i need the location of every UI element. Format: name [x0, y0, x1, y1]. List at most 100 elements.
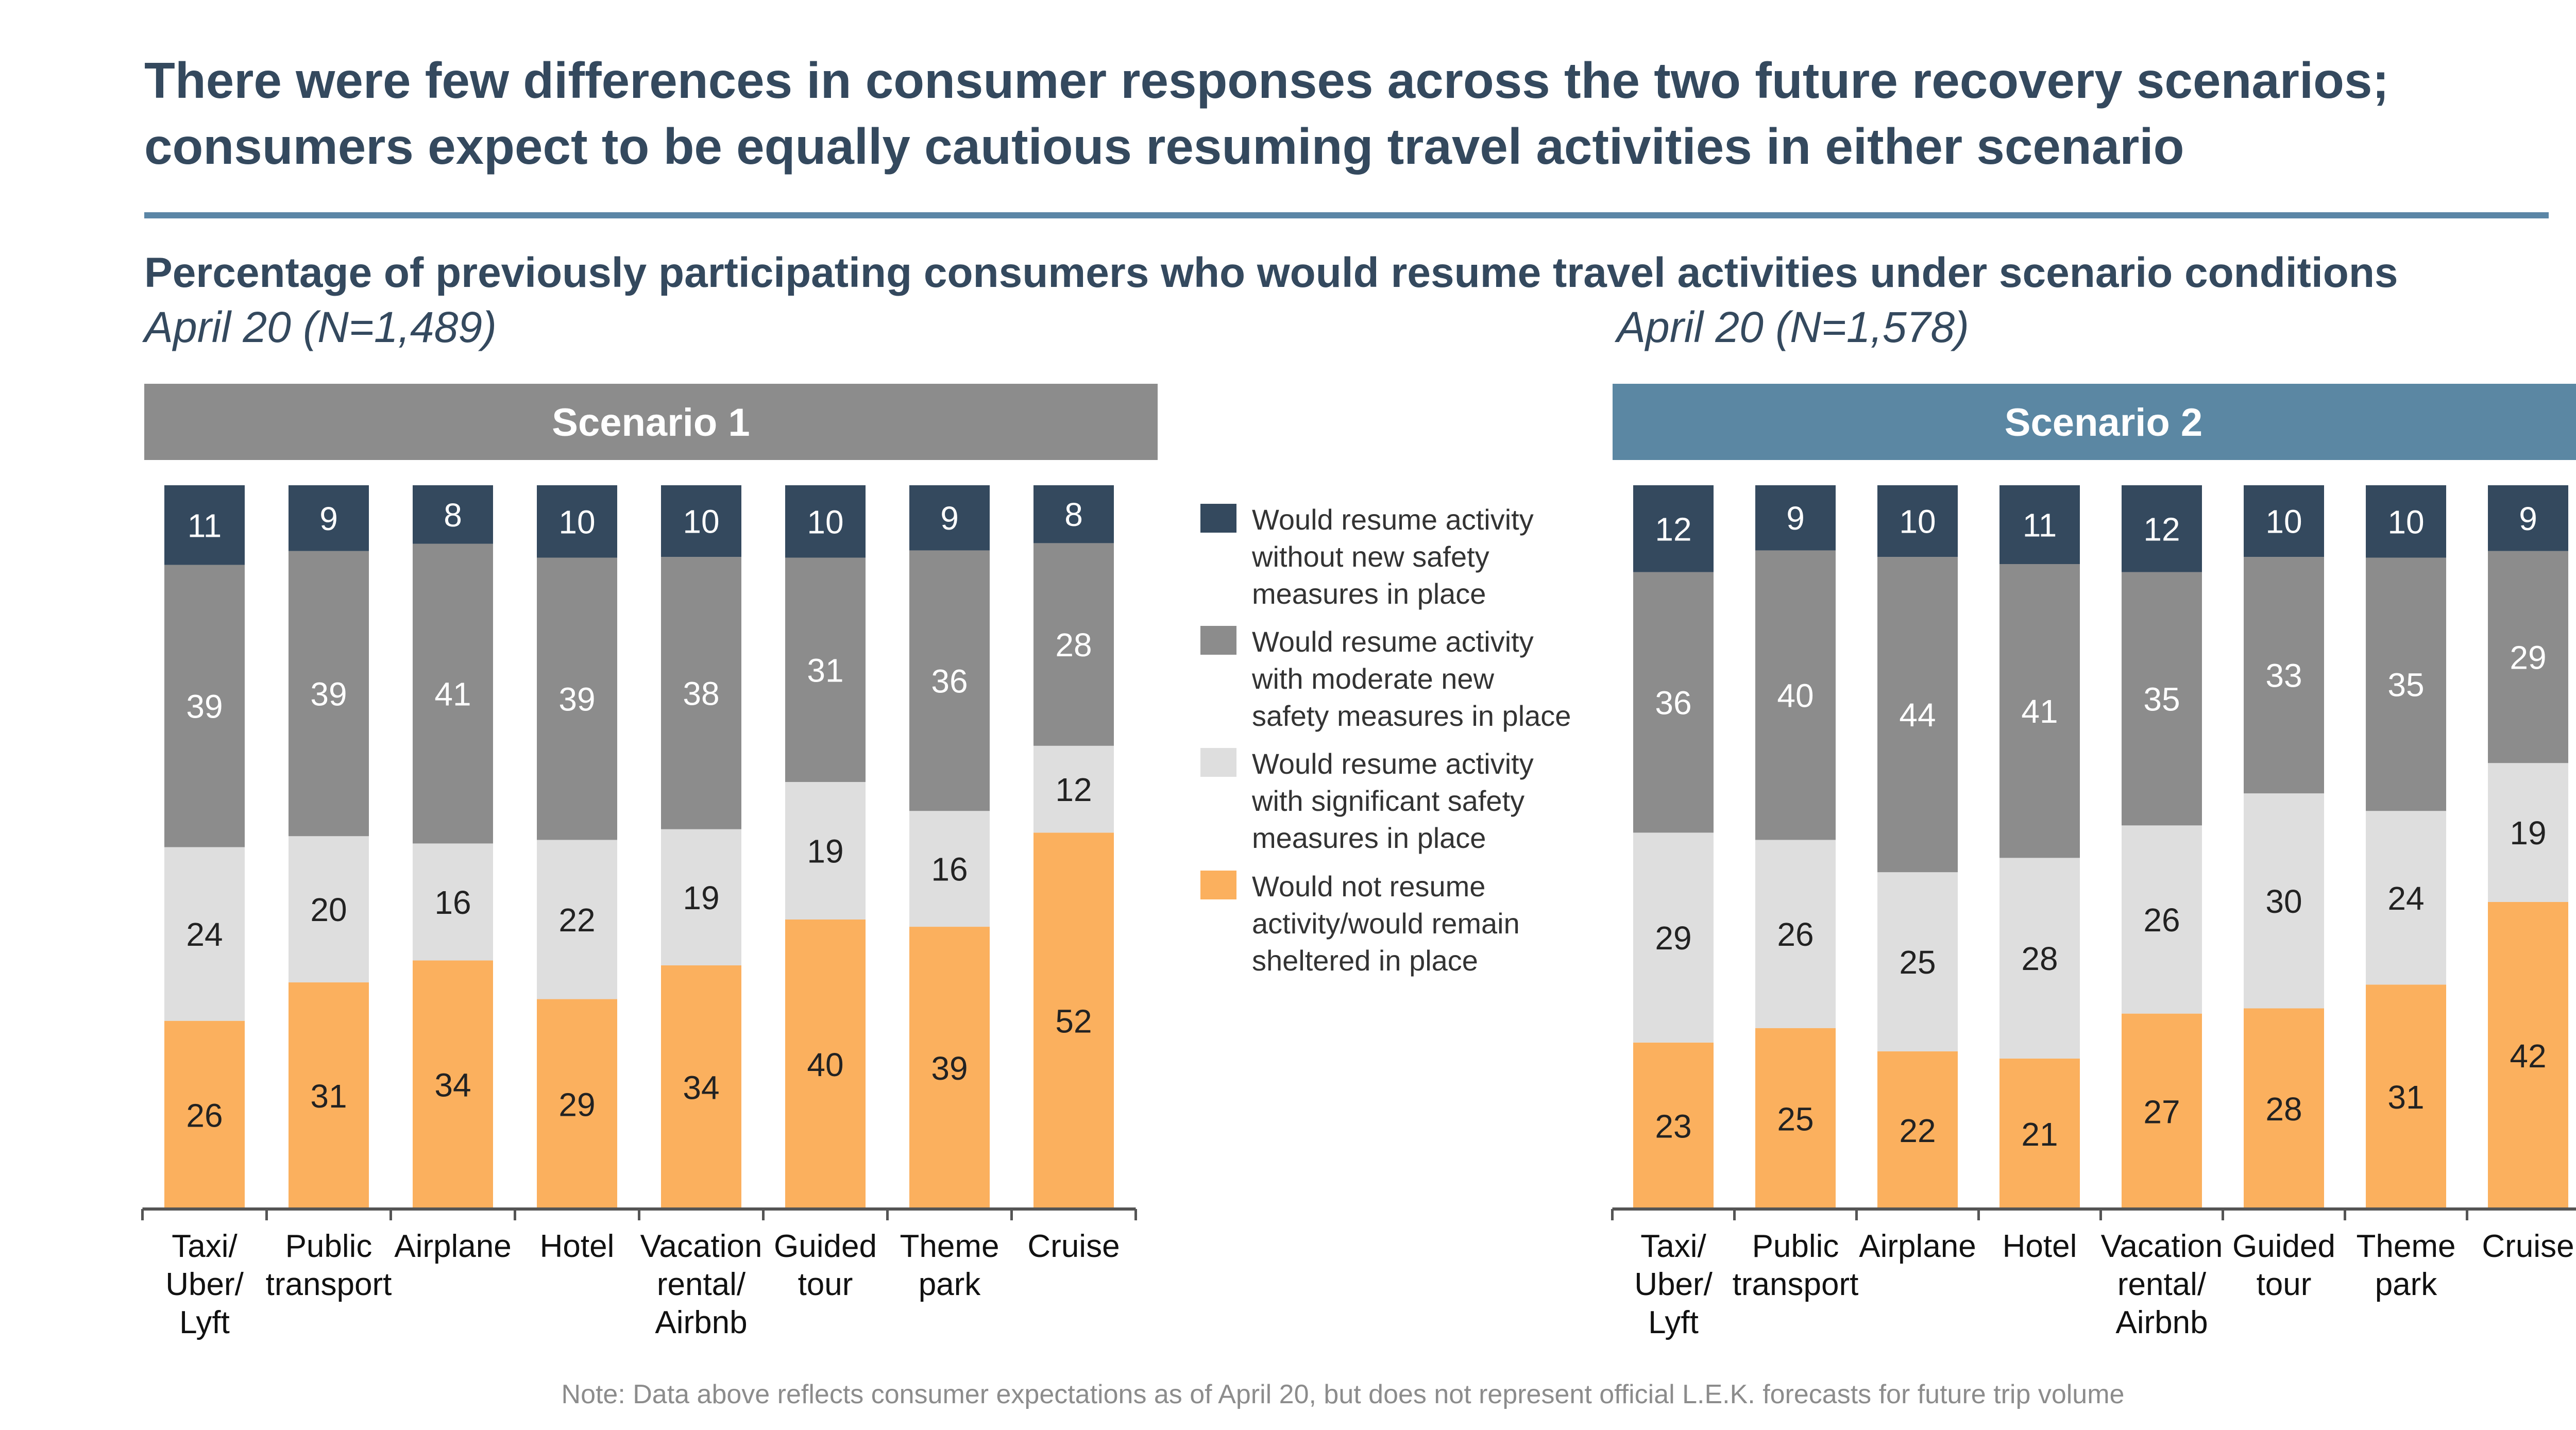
legend-text-moderate_safety-line-3: safety measures in place [1252, 700, 1571, 732]
scenario-2-label-significant_safety-3: 25 [1899, 944, 1936, 981]
scenario-2-label-not_resume-3: 22 [1899, 1112, 1936, 1149]
scenario-2-label-not_resume-2: 25 [1777, 1100, 1814, 1137]
scenario-2-label-moderate_safety-4: 41 [2021, 693, 2058, 730]
scenario-2-bar-not_resume-4 [1999, 1058, 2080, 1209]
scenario-1-category-label-6-line-1: Guided [774, 1229, 877, 1264]
scenario-2-label-without_safety-7: 10 [2387, 503, 2424, 540]
scenario-1-bar-without_safety-3 [413, 485, 493, 544]
scenario-1-bar-moderate_safety-1 [164, 565, 245, 847]
scenario-2-label-not_resume-8: 42 [2510, 1037, 2546, 1075]
scenario-1-label-significant_safety-3: 16 [434, 884, 471, 921]
legend-text-significant_safety-line-3: measures in place [1252, 822, 1486, 854]
scenario-2-header-title: Scenario 2 [2005, 401, 2202, 445]
scenario-1-label-moderate_safety-1: 39 [186, 688, 223, 725]
scenario-1-label-moderate_safety-8: 28 [1055, 626, 1092, 663]
scenario-1-bar-not_resume-1 [164, 1020, 245, 1209]
scenario-2-category-label-2-line-1: Public [1752, 1229, 1839, 1264]
scenario-1-header-title: Scenario 1 [552, 401, 750, 445]
scenario-2-label-without_safety-5: 12 [2143, 510, 2180, 548]
scenario-1-category-label-2-line-1: Public [285, 1229, 372, 1264]
scenario-2-bar-moderate_safety-3 [1877, 557, 1958, 873]
scenario-1-label-not_resume-1: 26 [186, 1097, 223, 1134]
scenario-2-category-label-1-line-3: Lyft [1648, 1305, 1699, 1340]
scenario-1-bar-significant_safety-8 [1033, 745, 1114, 833]
scenario-2-category-label-7-line-1: Theme [2357, 1229, 2456, 1264]
scenario-1-bar-not_resume-8 [1033, 832, 1114, 1209]
scenario-2-bar-without_safety-4 [1999, 485, 2080, 565]
scenario-2-label-without_safety-8: 9 [2519, 500, 2537, 537]
scenario-1-sample-label: April 20 (N=1,489) [144, 303, 497, 351]
scenario-2-bar-significant_safety-1 [1633, 832, 1714, 1043]
scenario-2-label-moderate_safety-8: 29 [2510, 639, 2546, 676]
legend-text-moderate_safety-line-1: Would resume activity [1252, 625, 1534, 658]
scenario-2-bar-not_resume-7 [2366, 984, 2446, 1209]
scenario-1-label-not_resume-5: 34 [683, 1069, 719, 1106]
scenario-1-bar-not_resume-6 [785, 920, 866, 1209]
legend-text-without_safety-line-1: Would resume activity [1252, 503, 1534, 536]
scenario-1-category-label-2-line-2: transport [266, 1267, 392, 1302]
scenario-2-bar-not_resume-6 [2244, 1008, 2324, 1209]
scenario-1-bar-moderate_safety-8 [1033, 543, 1114, 746]
scenario-2-category-label-8-line-1: Cruise [2482, 1229, 2574, 1264]
scenario-1-label-not_resume-8: 52 [1055, 1003, 1092, 1040]
scenario-1-bar-not_resume-3 [413, 960, 493, 1209]
legend-swatch-without_safety [1200, 504, 1236, 533]
scenario-2-label-significant_safety-6: 30 [2265, 883, 2302, 920]
scenario-2-sample-label: April 20 (N=1,578) [1617, 303, 1970, 351]
scenario-2-label-not_resume-1: 23 [1655, 1108, 1691, 1145]
scenario-2-category-label-1-line-1: Taxi/ [1640, 1229, 1706, 1264]
scenario-1-bar-significant_safety-5 [661, 829, 741, 966]
legend-swatch-not_resume [1200, 871, 1236, 899]
scenario-2-label-moderate_safety-1: 36 [1655, 685, 1691, 722]
scenario-1-label-without_safety-6: 10 [807, 503, 843, 540]
footnote: Note: Data above reflects consumer expec… [561, 1380, 2125, 1409]
scenario-1-bar-significant_safety-2 [289, 836, 369, 983]
scenario-2-bar-significant_safety-5 [2122, 825, 2202, 1014]
legend-text-without_safety-line-3: measures in place [1252, 577, 1486, 610]
scenario-2-label-not_resume-7: 31 [2387, 1079, 2424, 1116]
scenario-2-label-significant_safety-8: 19 [2510, 814, 2546, 852]
scenario-2-bar-not_resume-3 [1877, 1051, 1958, 1209]
scenario-1-label-significant_safety-6: 19 [807, 833, 843, 870]
headline-line-2: consumers expect to be equally cautious … [144, 118, 2184, 175]
scenario-2-label-moderate_safety-2: 40 [1777, 677, 1814, 714]
scenario-1-bar-not_resume-2 [289, 982, 369, 1209]
scenario-1-bar-without_safety-1 [164, 485, 245, 565]
scenario-2-category-label-6-line-1: Guided [2232, 1229, 2335, 1264]
scenario-2-bar-without_safety-2 [1755, 485, 1836, 551]
scenario-1-category-label-7-line-2: park [919, 1267, 981, 1302]
scenario-2-bar-moderate_safety-5 [2122, 572, 2202, 826]
scenario-2-bar-moderate_safety-6 [2244, 557, 2324, 794]
scenario-1-label-significant_safety-7: 16 [931, 851, 968, 888]
scenario-1-bar-moderate_safety-3 [413, 543, 493, 844]
scenario-1-bar-significant_safety-1 [164, 847, 245, 1021]
scenario-2-bar-without_safety-8 [2488, 485, 2568, 551]
scenario-2-label-significant_safety-2: 26 [1777, 916, 1814, 953]
scenario-2-category-label-5-line-3: Airbnb [2115, 1305, 2208, 1340]
scenario-2-label-not_resume-5: 27 [2143, 1093, 2180, 1130]
scenario-2-label-moderate_safety-3: 44 [1899, 696, 1936, 734]
scenario-1-label-without_safety-5: 10 [683, 503, 719, 540]
legend-text-not_resume-line-1: Would not resume [1252, 870, 1485, 903]
scenario-2-bar-significant_safety-6 [2244, 793, 2324, 1009]
legend-text-without_safety-line-2: without new safety [1251, 540, 1489, 573]
scenario-1-bar-not_resume-7 [909, 927, 990, 1209]
scenario-2-category-label-4-line-1: Hotel [2003, 1229, 2077, 1264]
scenario-2-bar-not_resume-1 [1633, 1042, 1714, 1209]
scenario-1-category-label-5-line-3: Airbnb [655, 1305, 747, 1340]
scenario-1-label-not_resume-6: 40 [807, 1046, 843, 1083]
scenario-2-category-label-6-line-2: tour [2257, 1267, 2312, 1302]
legend-swatch-moderate_safety [1200, 626, 1236, 655]
legend-text-not_resume-line-2: activity/would remain [1252, 907, 1520, 940]
scenario-2-bar-not_resume-2 [1755, 1028, 1836, 1209]
scenario-2-bar-significant_safety-3 [1877, 872, 1958, 1051]
legend-swatch-significant_safety [1200, 748, 1236, 777]
scenario-2-label-significant_safety-4: 28 [2021, 940, 2058, 977]
scenario-2-label-moderate_safety-5: 35 [2143, 680, 2180, 718]
scenario-2-label-without_safety-6: 10 [2265, 503, 2302, 540]
legend-text-moderate_safety-line-2: with moderate new [1251, 662, 1495, 695]
scenario-2-bar-without_safety-7 [2366, 485, 2446, 558]
scenario-1-bar-without_safety-7 [909, 485, 990, 551]
scenario-1-label-significant_safety-8: 12 [1055, 771, 1092, 808]
scenario-2-header [1613, 384, 2576, 460]
